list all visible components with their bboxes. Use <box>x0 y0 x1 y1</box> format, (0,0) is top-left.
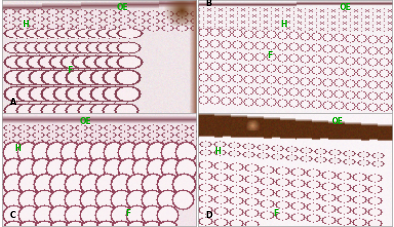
Text: H: H <box>214 146 221 155</box>
Text: H: H <box>22 20 28 29</box>
Text: OE: OE <box>332 116 344 125</box>
Text: F: F <box>267 50 272 59</box>
Text: F: F <box>273 208 278 217</box>
Text: H: H <box>14 143 21 152</box>
Text: A: A <box>10 97 16 106</box>
Text: B: B <box>206 0 212 8</box>
Text: H: H <box>280 20 286 29</box>
Text: F: F <box>126 208 131 217</box>
Text: D: D <box>206 210 212 219</box>
Text: C: C <box>10 210 16 219</box>
Text: OE: OE <box>80 116 91 125</box>
Text: OE: OE <box>117 3 128 12</box>
Text: F: F <box>67 66 72 75</box>
Text: OE: OE <box>340 3 351 12</box>
